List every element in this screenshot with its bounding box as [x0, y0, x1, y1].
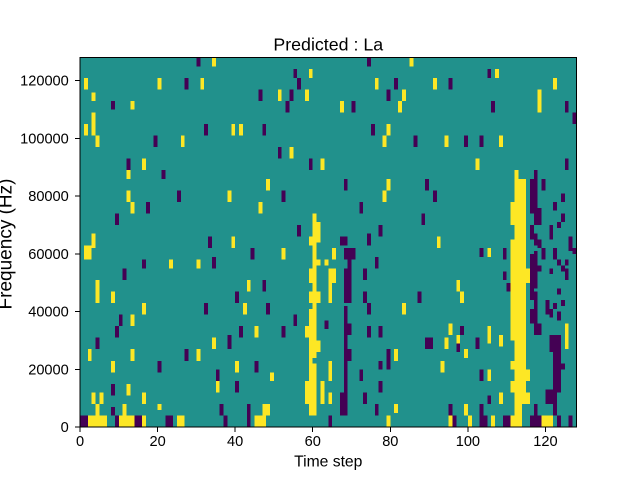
svg-text:0: 0: [76, 434, 84, 450]
svg-text:40000: 40000: [28, 305, 69, 321]
svg-text:20: 20: [149, 434, 165, 450]
svg-text:120: 120: [533, 434, 557, 450]
svg-text:60: 60: [305, 434, 321, 450]
svg-text:80000: 80000: [28, 189, 69, 205]
svg-text:80: 80: [382, 434, 398, 450]
svg-text:0: 0: [61, 420, 69, 436]
svg-text:20000: 20000: [28, 362, 69, 378]
svg-text:Time step: Time step: [294, 453, 363, 470]
svg-text:100: 100: [456, 434, 480, 450]
svg-text:60000: 60000: [28, 247, 69, 263]
svg-text:40: 40: [227, 434, 243, 450]
svg-text:Frequency (Hz): Frequency (Hz): [0, 179, 17, 310]
svg-text:Predicted : La: Predicted : La: [273, 34, 383, 54]
svg-text:120000: 120000: [20, 74, 69, 90]
svg-text:100000: 100000: [20, 131, 69, 147]
